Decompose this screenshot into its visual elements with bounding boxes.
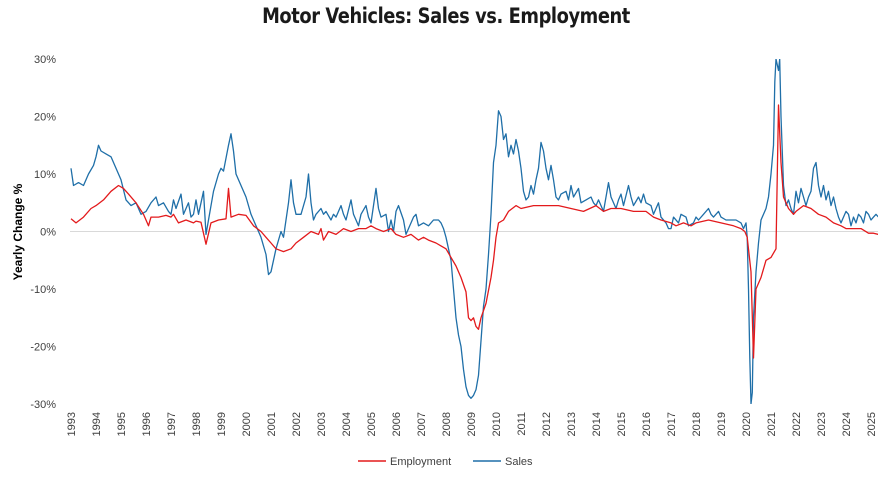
legend-label-employment: Employment [390,456,451,468]
x-tick-label: 2007 [416,412,428,436]
x-tick-label: 2013 [566,412,578,436]
y-axis-label: Yearly Change % [11,183,25,280]
series-line-employment [70,104,878,359]
y-axis-ticks: 30% 20% 10% 0% -10% -20% -30% [30,54,56,411]
x-tick-label: 2003 [316,412,328,436]
x-tick-label: 2025 [866,412,878,436]
y-tick-label: 30% [34,54,56,66]
x-tick-label: 2004 [341,412,353,436]
series-line-sales [70,59,878,404]
x-tick-label: 1995 [116,412,128,436]
x-tick-label: 2005 [366,412,378,436]
x-tick-label: 1994 [91,412,103,436]
x-axis-ticks: 1993 1994 1995 1996 1997 1998 1999 2000 2001 2002… [66,412,878,436]
x-tick-label: 2009 [466,412,478,436]
x-tick-label: 1998 [191,412,203,436]
x-tick-label: 2019 [716,412,728,436]
x-tick-label: 1993 [66,412,78,436]
x-tick-label: 2017 [666,412,678,436]
legend: Employment Sales [358,456,533,468]
x-tick-label: 2010 [491,412,503,436]
x-tick-label: 1999 [216,412,228,436]
x-tick-label: 2006 [391,412,403,436]
legend-label-sales: Sales [505,456,533,468]
y-tick-label: -10% [30,284,56,296]
y-tick-label: 0% [40,227,56,239]
x-tick-label: 2022 [791,412,803,436]
x-tick-label: 2018 [691,412,703,436]
x-tick-label: 1996 [141,412,153,436]
x-tick-label: 2020 [741,412,753,436]
y-tick-label: -30% [30,399,56,411]
x-tick-label: 2015 [616,412,628,436]
x-tick-label: 2023 [816,412,828,436]
x-tick-label: 2014 [591,412,603,436]
x-tick-label: 2001 [266,412,278,436]
x-tick-label: 2011 [516,412,528,436]
x-tick-label: 2021 [766,412,778,436]
x-tick-label: 2002 [291,412,303,436]
x-tick-label: 2000 [241,412,253,436]
y-tick-label: -20% [30,342,56,354]
x-tick-label: 2008 [441,412,453,436]
x-tick-label: 2012 [541,412,553,436]
chart-title: Motor Vehicles: Sales vs. Employment [262,4,630,28]
y-tick-label: 10% [34,169,56,181]
series-lines [70,59,878,404]
y-tick-label: 20% [34,112,56,124]
x-tick-label: 2016 [641,412,653,436]
x-tick-label: 2024 [841,412,853,436]
x-tick-label: 1997 [166,412,178,436]
